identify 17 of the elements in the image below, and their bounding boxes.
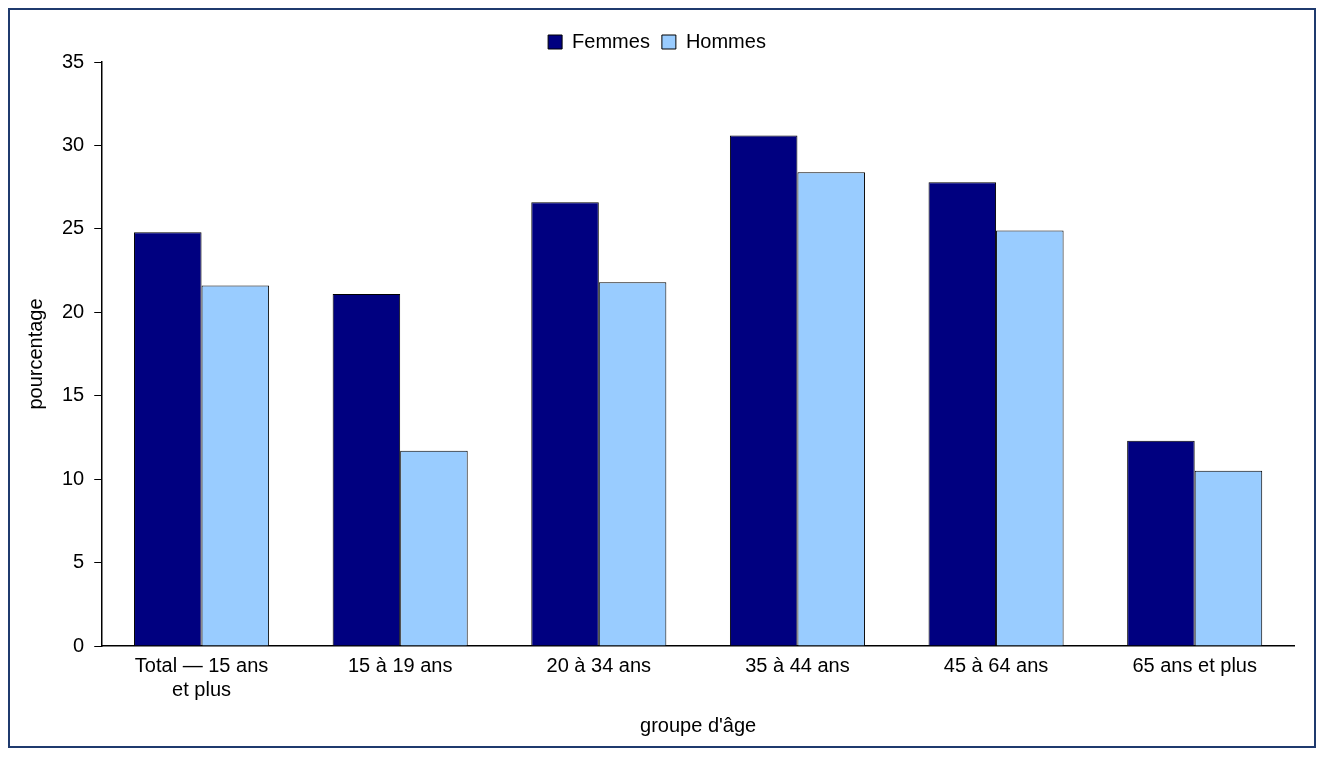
x-tick-label: 20 à 34 ans: [546, 653, 652, 676]
y-tick-label: 35: [62, 49, 85, 72]
x-tick-label: 65 ans et plus: [1132, 653, 1257, 676]
y-tick-label: 5: [73, 550, 85, 573]
x-tick-label: 35 à 44 ans: [745, 653, 850, 676]
y-axis-title: pourcentage: [23, 298, 46, 410]
y-tick-label: 25: [62, 216, 85, 239]
y-tick-label: 0: [73, 633, 85, 656]
y-tick-label: 15: [62, 383, 85, 406]
y-tick-label: 20: [62, 299, 85, 322]
legend-label: Femmes: [572, 29, 650, 52]
legend-label: Hommes: [685, 29, 766, 52]
x-tick-label: Total — 15 ans et plus: [134, 653, 269, 700]
x-tick-label: 15 à 19 ans: [347, 653, 453, 676]
y-tick-label: 10: [62, 466, 85, 489]
y-tick-label: 30: [62, 132, 85, 155]
x-tick-label: 45 à 64 ans: [943, 653, 1049, 676]
